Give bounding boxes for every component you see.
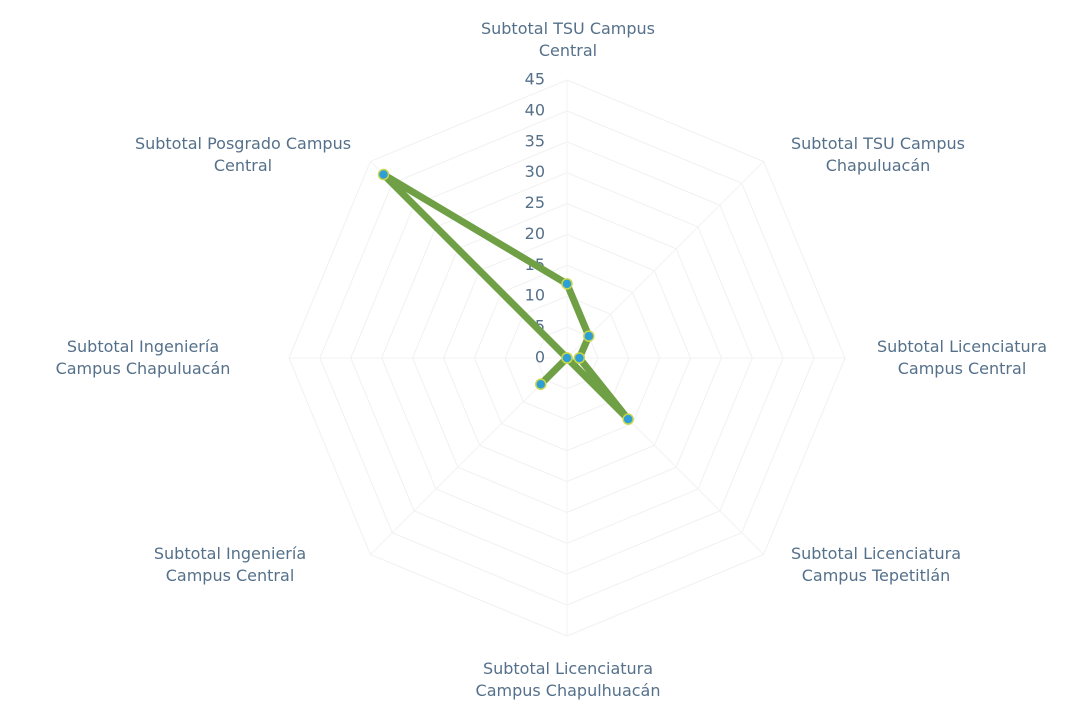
y-tick-label: 40 [525, 100, 545, 119]
marker [377, 168, 390, 181]
y-tick-label: 45 [525, 70, 545, 89]
marker [583, 330, 595, 342]
marker [622, 413, 634, 425]
category-label: Subtotal TSU Campus Central [480, 19, 656, 60]
y-tick-label: 0 [535, 348, 545, 367]
y-tick-label: 30 [525, 162, 545, 181]
category-label: Subtotal Licenciatura Campus Tepetitlán [790, 544, 962, 585]
marker [535, 378, 547, 390]
spoke [566, 161, 764, 359]
category-label: Subtotal Posgrado Campus Central [134, 134, 352, 175]
y-tick-label: 20 [525, 224, 545, 243]
marker [573, 352, 586, 364]
spoke [370, 357, 568, 555]
marker [561, 352, 573, 364]
y-tick-label: 35 [525, 131, 545, 150]
y-tick-label: 10 [525, 286, 545, 305]
radar-line [380, 171, 632, 423]
y-tick-label: 25 [525, 193, 545, 212]
category-label: Subtotal Licenciatura Campus Chapulhuacá… [475, 659, 661, 700]
category-label: Subtotal Licenciatura Campus Central [876, 337, 1048, 378]
marker [561, 278, 573, 290]
category-label: Subtotal Ingeniería Campus Central [153, 544, 307, 585]
category-label: Subtotal Ingeniería Campus Chapuluacán [55, 337, 231, 378]
category-label: Subtotal TSU Campus Chapuluacán [790, 134, 966, 175]
